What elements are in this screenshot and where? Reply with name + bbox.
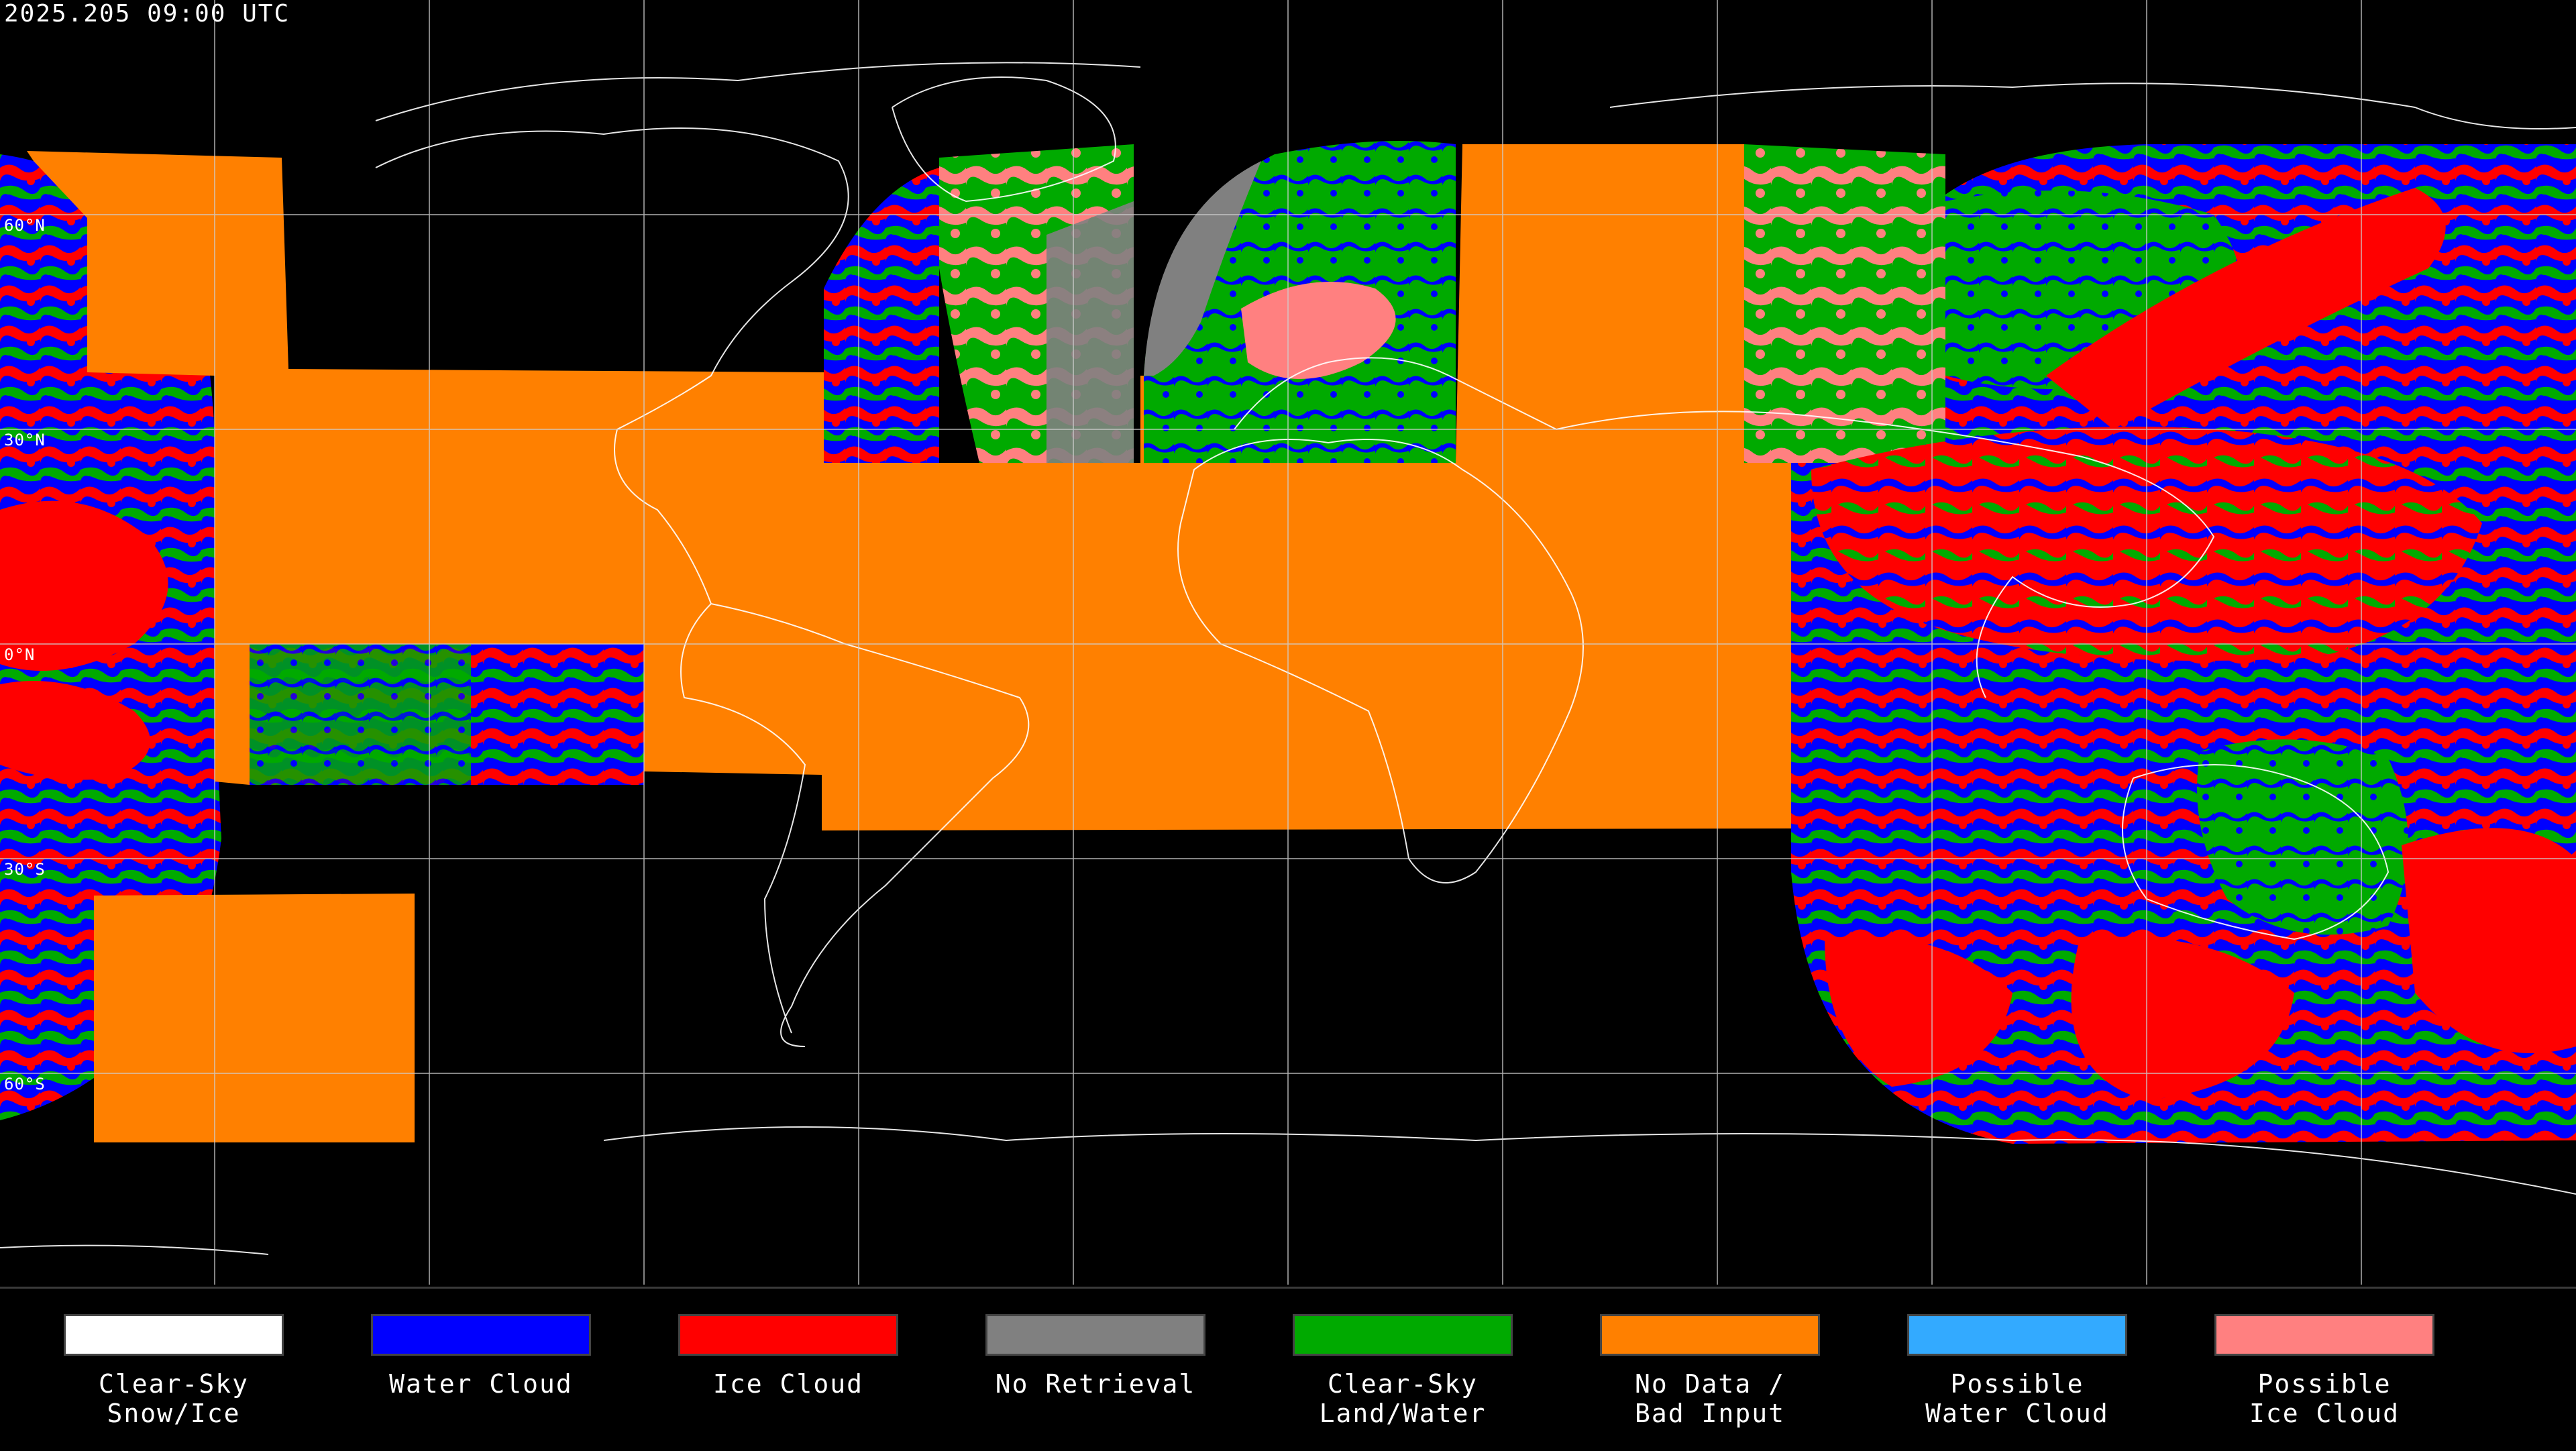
legend: Clear-Sky Snow/Ice Water Cloud Ice Cloud… <box>0 1287 2576 1451</box>
legend-label-clear-sky-snow-ice: Clear-Sky Snow/Ice <box>99 1369 249 1428</box>
legend-label-clear-sky-land-water: Clear-Sky Land/Water <box>1319 1369 1487 1428</box>
legend-item-clear-sky-land-water: Clear-Sky Land/Water <box>1292 1314 1513 1428</box>
legend-label-possible-ice-cloud: Possible Ice Cloud <box>2249 1369 2400 1428</box>
legend-item-possible-water-cloud: Possible Water Cloud <box>1907 1314 2128 1428</box>
legend-swatch-no-retrieval <box>985 1314 1205 1356</box>
legend-swatch-possible-water-cloud <box>1907 1314 2127 1356</box>
east-disc-ice-southeast <box>2402 828 2576 1053</box>
legend-swatch-clear-sky-snow-ice <box>64 1314 284 1356</box>
map-canvas <box>0 0 2576 1285</box>
lat-label-30n: 30°N <box>4 431 46 449</box>
lat-label-0n: 0°N <box>4 645 36 664</box>
legend-label-water-cloud: Water Cloud <box>389 1369 573 1399</box>
west-disc-ice-band-2 <box>0 681 150 780</box>
east-disc-ice-south <box>2071 936 2294 1100</box>
legend-swatch-water-cloud <box>371 1314 591 1356</box>
timestamp: 2025.205 09:00 UTC <box>4 0 290 28</box>
west-disc-ice-band <box>0 500 168 671</box>
no-data-region-main <box>27 151 1791 830</box>
legend-item-no-retrieval: No Retrieval <box>985 1314 1206 1399</box>
north-atlantic-grey <box>1046 201 1134 463</box>
legend-swatch-no-data <box>1600 1314 1820 1356</box>
central-asia-block <box>1744 144 1945 463</box>
legend-label-no-retrieval: No Retrieval <box>995 1369 1196 1399</box>
tropical-pacific-green <box>250 644 471 785</box>
no-data-region-south-pacific <box>94 894 415 1142</box>
legend-item-ice-cloud: Ice Cloud <box>678 1314 899 1399</box>
east-disc-ice-southwest <box>1825 936 2012 1087</box>
east-disc-green-australia <box>2197 739 2408 935</box>
no-data-region-atlantic-north <box>1456 144 1744 463</box>
legend-item-possible-ice-cloud: Possible Ice Cloud <box>2214 1314 2435 1428</box>
legend-item-no-data: No Data / Bad Input <box>1599 1314 1821 1428</box>
europe-pink-clouds <box>1241 282 1396 379</box>
legend-label-ice-cloud: Ice Cloud <box>713 1369 863 1399</box>
east-disc-ice-band <box>2046 188 2446 429</box>
lat-label-30s: 30°S <box>4 860 46 879</box>
legend-item-clear-sky-snow-ice: Clear-Sky Snow/Ice <box>63 1314 284 1428</box>
legend-label-no-data: No Data / Bad Input <box>1635 1369 1785 1428</box>
legend-swatch-ice-cloud <box>678 1314 898 1356</box>
lat-label-60s: 60°S <box>4 1075 46 1093</box>
graticule <box>0 0 2576 1285</box>
legend-swatch-clear-sky-land-water <box>1293 1314 1513 1356</box>
cloud-phase-map: 2025.205 09:00 UTC 60°N 30°N 0°N 30°S 60… <box>0 0 2576 1285</box>
legend-item-water-cloud: Water Cloud <box>370 1314 592 1399</box>
north-atlantic-block <box>824 168 939 463</box>
coastlines <box>0 62 2576 1255</box>
lat-label-60n: 60°N <box>4 216 46 235</box>
legend-label-possible-water-cloud: Possible Water Cloud <box>1925 1369 2109 1428</box>
legend-swatch-possible-ice-cloud <box>2214 1314 2434 1356</box>
